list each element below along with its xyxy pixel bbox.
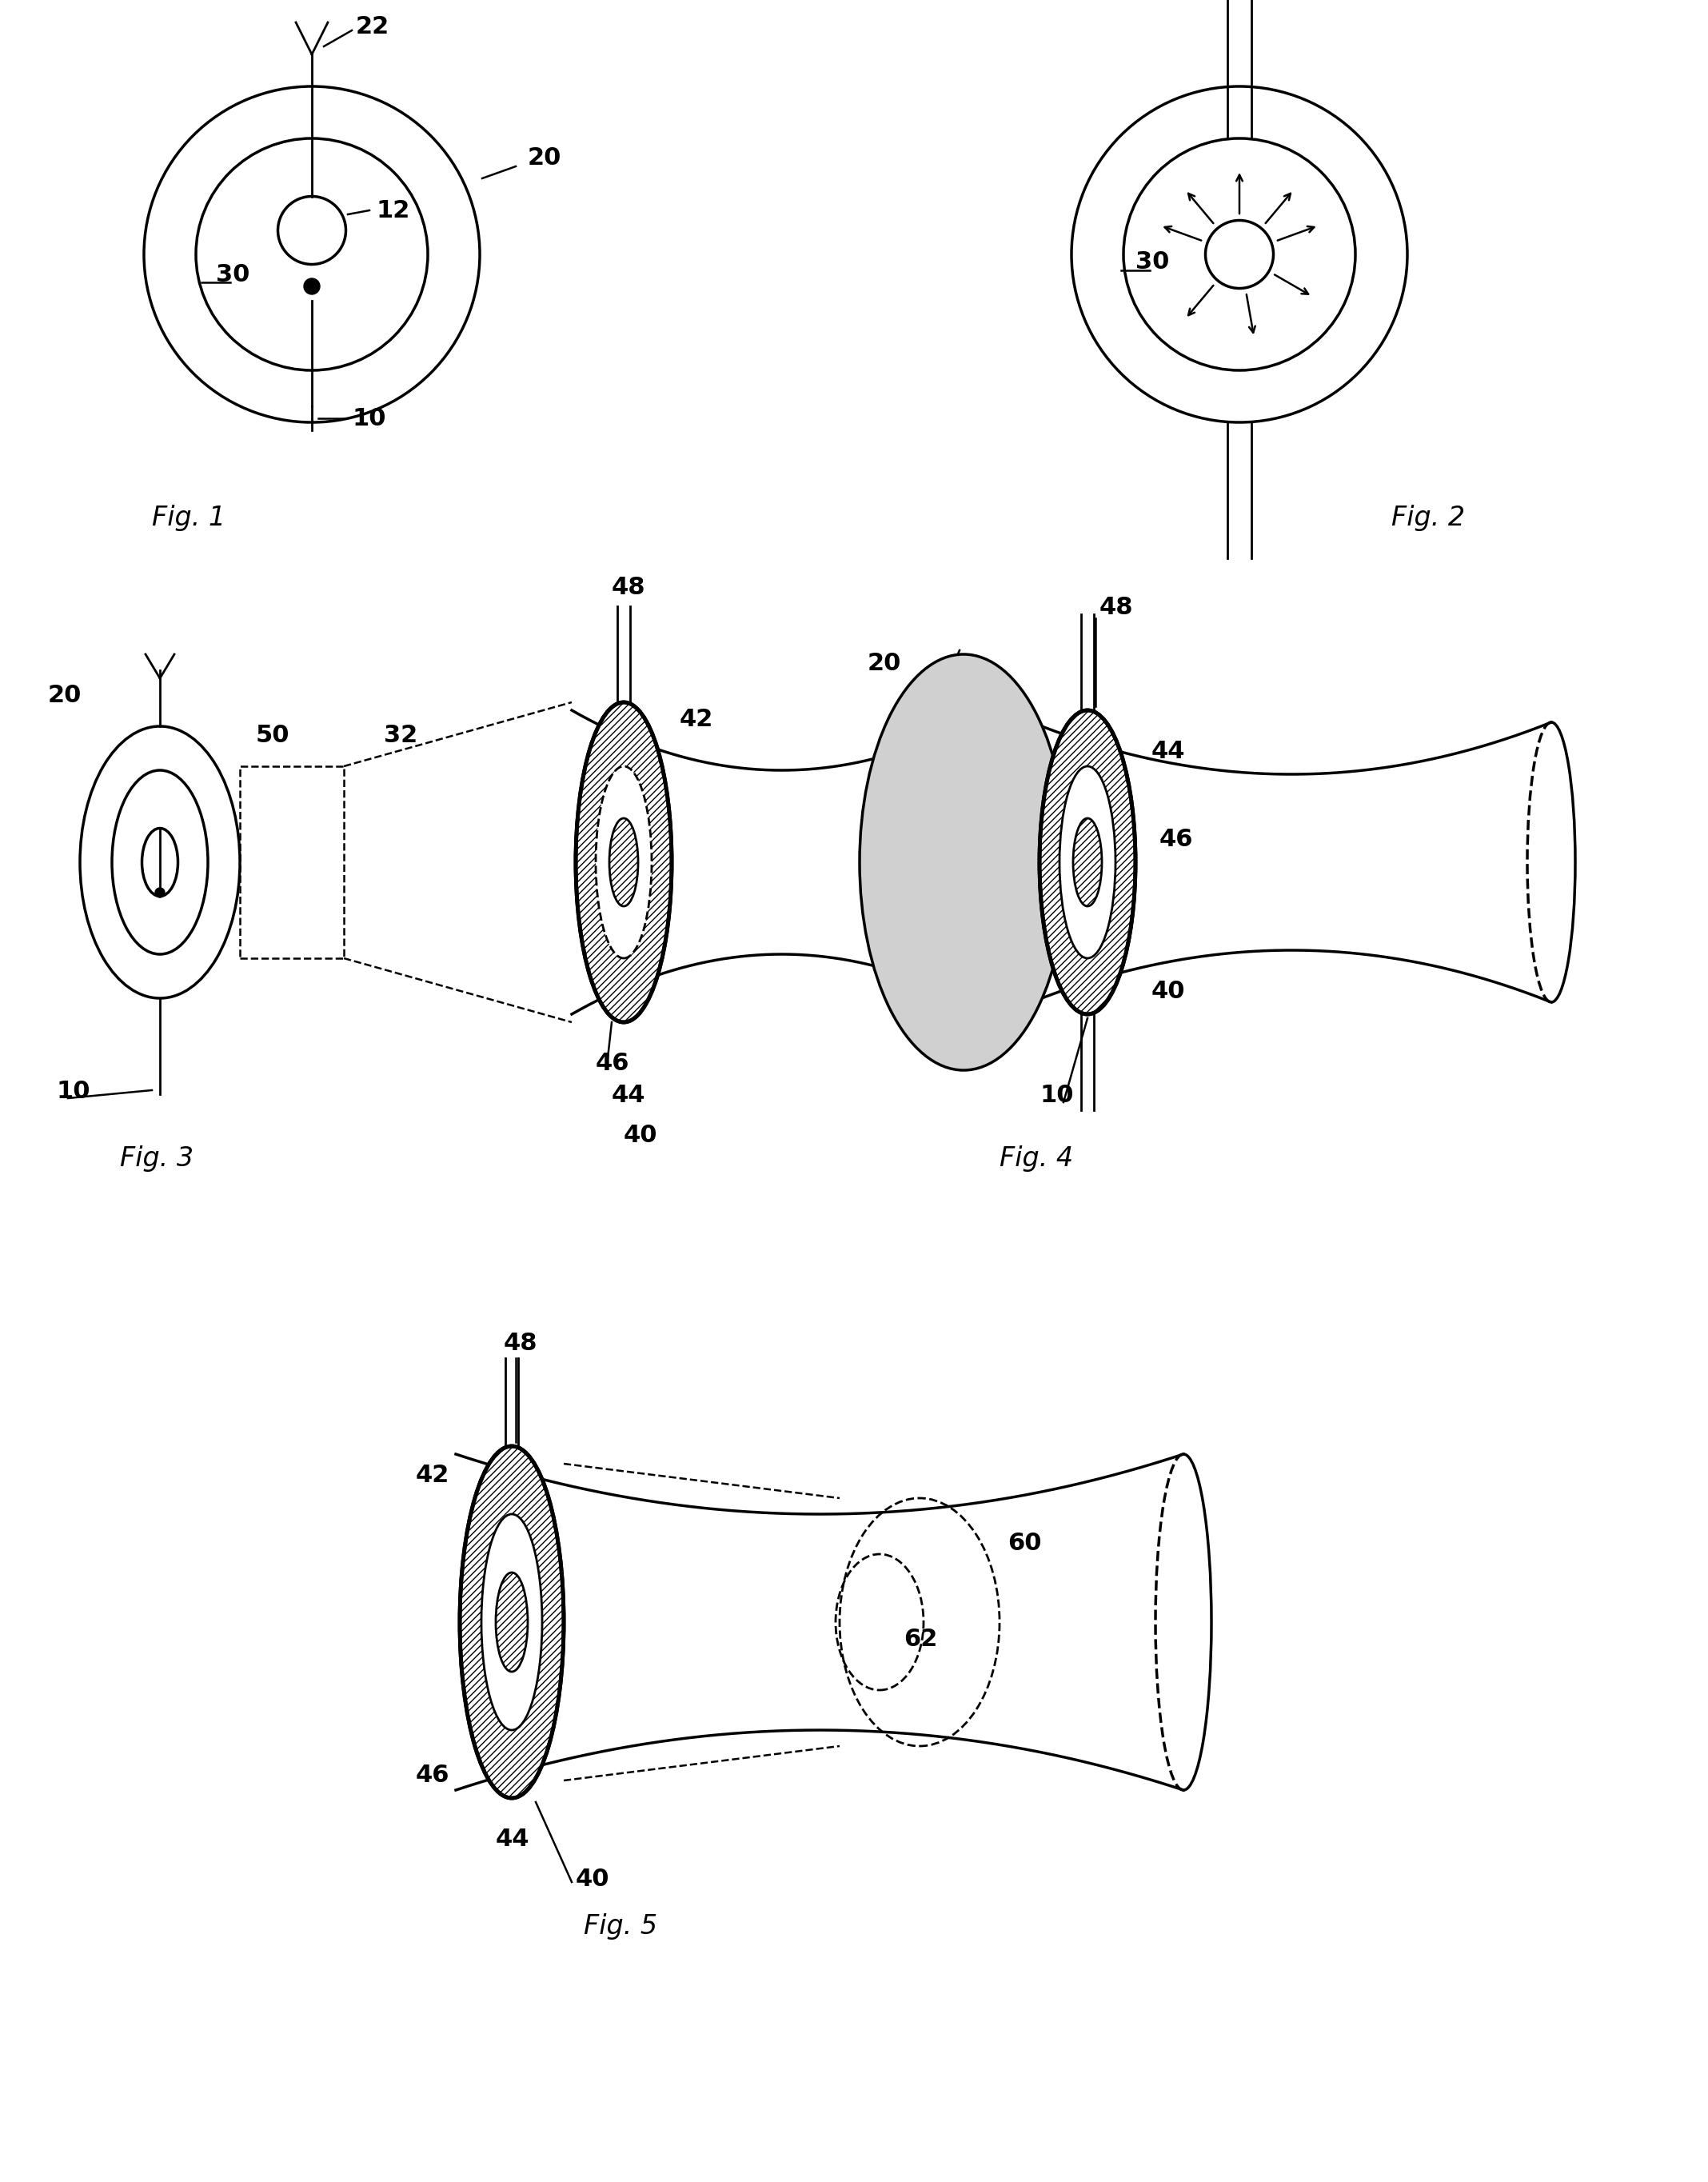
Ellipse shape xyxy=(459,1447,564,1798)
Text: 44: 44 xyxy=(1151,740,1185,764)
Text: 46: 46 xyxy=(415,1763,449,1787)
Text: 46: 46 xyxy=(596,1052,630,1076)
Text: 32: 32 xyxy=(384,724,417,746)
Ellipse shape xyxy=(610,818,639,906)
Text: 42: 42 xyxy=(415,1464,449,1486)
Ellipse shape xyxy=(1073,818,1102,906)
Ellipse shape xyxy=(576,703,671,1021)
Text: 10: 10 xyxy=(352,406,386,430)
Text: 22: 22 xyxy=(900,731,933,755)
Ellipse shape xyxy=(482,1514,541,1730)
Text: 12: 12 xyxy=(376,199,410,223)
Text: 40: 40 xyxy=(1151,980,1185,1004)
Text: 48: 48 xyxy=(611,576,646,600)
Text: 44: 44 xyxy=(495,1829,529,1850)
Text: 30: 30 xyxy=(1136,251,1170,275)
Text: 60: 60 xyxy=(1008,1532,1042,1556)
Text: 40: 40 xyxy=(576,1868,610,1892)
Text: 48: 48 xyxy=(1100,596,1134,620)
Text: Fig. 4: Fig. 4 xyxy=(999,1146,1073,1172)
Text: 50: 50 xyxy=(256,724,290,746)
Text: 44: 44 xyxy=(611,1084,646,1106)
Text: Fig. 5: Fig. 5 xyxy=(584,1914,658,1940)
Text: Fig. 3: Fig. 3 xyxy=(120,1146,193,1172)
Text: 40: 40 xyxy=(623,1124,658,1148)
Text: 46: 46 xyxy=(1160,827,1194,851)
Text: 48: 48 xyxy=(504,1331,538,1355)
Text: 62: 62 xyxy=(904,1628,938,1652)
Ellipse shape xyxy=(113,770,208,954)
Text: 20: 20 xyxy=(528,146,562,170)
Ellipse shape xyxy=(304,279,319,295)
Text: 42: 42 xyxy=(680,707,714,731)
Ellipse shape xyxy=(859,655,1068,1069)
Ellipse shape xyxy=(142,829,178,897)
Ellipse shape xyxy=(1059,766,1115,958)
Ellipse shape xyxy=(596,766,652,958)
Ellipse shape xyxy=(80,727,239,997)
Ellipse shape xyxy=(495,1573,528,1671)
Text: 30: 30 xyxy=(215,262,249,286)
Text: 10: 10 xyxy=(1040,1084,1074,1106)
Text: Fig. 1: Fig. 1 xyxy=(152,504,225,532)
Text: 20: 20 xyxy=(868,652,902,674)
Text: 22: 22 xyxy=(355,15,389,37)
Ellipse shape xyxy=(1040,711,1136,1015)
Text: 20: 20 xyxy=(48,683,82,707)
Text: 25: 25 xyxy=(883,868,917,890)
Ellipse shape xyxy=(155,888,164,897)
Text: Fig. 2: Fig. 2 xyxy=(1392,504,1465,532)
Text: 10: 10 xyxy=(56,1080,91,1102)
